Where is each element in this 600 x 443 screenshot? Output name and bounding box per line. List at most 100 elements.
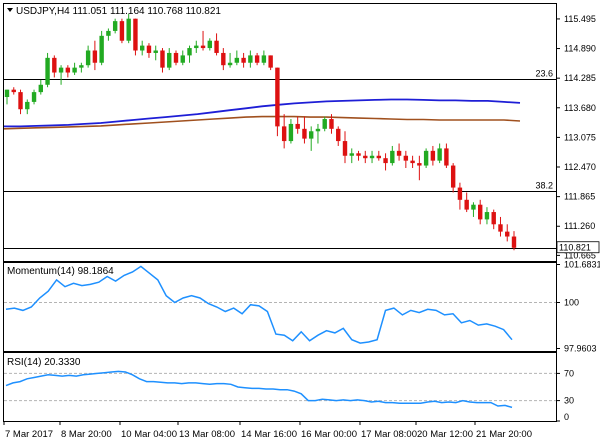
candle-body [200,45,206,49]
momentum-title: Momentum(14) 98.1864 [7,266,114,277]
candle [4,89,10,105]
dropdown-triangle-icon[interactable] [7,8,13,12]
candle-body [52,57,57,73]
candle-body [241,57,246,63]
current-price-label: 110.821 [556,241,600,254]
candle-body [295,123,300,129]
candle [99,30,104,66]
candle [342,131,348,164]
candle-body [38,84,43,93]
candle-body [309,131,314,139]
candle [423,148,429,168]
candle-body [511,236,517,248]
candles [4,13,517,251]
candle-body [322,119,327,129]
candle [146,43,152,58]
candle-body [403,155,409,161]
candle-body [437,148,442,161]
candle [498,216,503,237]
momentum-panel-frame [3,262,557,352]
candle-body [45,57,50,85]
rsi-tick-label: 70 [564,368,574,378]
time-tick-label: 13 Mar 08:00 [179,429,235,440]
candle-body [457,187,463,200]
candle-body [356,153,361,156]
candle-body [133,18,138,51]
current-price-text: 110.821 [559,243,591,253]
candle [72,62,77,75]
candle-body [106,30,111,36]
time-tick-label: 21 Mar 20:00 [476,429,532,440]
candle-body [214,40,219,53]
candle-body [85,50,91,66]
candle [133,18,138,56]
price-tick-label: 113.075 [564,132,596,142]
candle-body [254,55,260,63]
candle [464,192,469,213]
candle-body [281,126,287,142]
candle [167,48,172,71]
candle-body [444,148,449,166]
candle [484,207,490,225]
candle-body [261,55,267,63]
candle-body [58,67,64,73]
candle [336,126,341,146]
price-tick-label: 114.285 [564,73,596,83]
price-tick-label: 115.495 [564,14,596,24]
candle [457,182,463,210]
candle-body [167,52,172,68]
candle [511,231,517,251]
candle-body [180,55,185,63]
price-tick-label: 111.260 [564,221,595,231]
candle-body [363,155,368,159]
time-tick-label: 20 Mar 12:00 [417,429,473,440]
candle-body [471,204,476,210]
candle [18,89,23,115]
price-tick-label: 110.665 [564,250,596,260]
candle-body [248,55,253,63]
price-axis: 115.495 114.890 114.285 113.680 113.075 112.4… [556,14,596,260]
candle [140,40,145,56]
candle-body [146,45,152,53]
candle [45,52,50,88]
candle [79,62,84,73]
candle [369,150,375,164]
candle [31,89,37,105]
candle-body [207,40,212,49]
candle-body [160,50,165,68]
candle [85,45,91,68]
candle [315,123,321,144]
candle [376,150,381,161]
candle-body [376,155,381,159]
rsi-tick-label: 0 [564,412,569,422]
price-panel-frame [3,3,557,262]
candle-body [383,158,388,164]
candle [126,13,131,44]
candle-body [234,57,240,63]
candle [363,150,368,164]
candle [437,143,442,164]
candle-body [92,50,98,63]
candle [119,18,125,44]
candle [58,65,64,85]
candle [194,40,199,53]
candle-body [221,52,226,66]
candle [444,143,449,168]
candle-body [410,160,415,164]
candle [390,145,395,166]
candle-body [464,199,469,210]
level-label: 23.6 [535,69,553,79]
chart-title: USDJPY,H4 111.051 111.164 110.768 110.82… [7,6,221,17]
candle [410,155,415,168]
price-tick-label: 112.470 [564,162,596,172]
price-tick-label: 111.865 [564,192,595,202]
candle-body [478,204,483,220]
momentum-panel: 101.6831 100 97.9603 Momentum(14) 98.1864 [3,260,600,354]
candle-body [505,231,510,237]
candle [281,114,287,149]
time-tick-label: 10 Mar 04:00 [121,429,177,440]
candle [478,199,483,225]
candle [268,55,273,71]
candle-body [315,128,321,132]
